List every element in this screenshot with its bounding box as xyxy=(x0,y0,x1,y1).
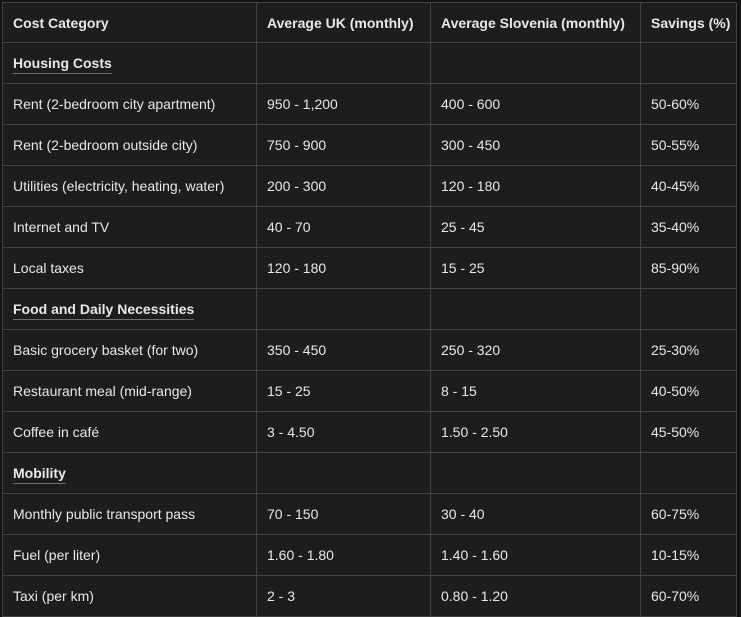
table-row: Fuel (per liter) 1.60 - 1.80 1.40 - 1.60 10… xyxy=(2,534,737,576)
section-label-cell: Food and Daily Necessities xyxy=(2,288,257,330)
table-row: Utilities (electricity, heating, water) 2… xyxy=(2,165,737,207)
category-cell: Rent (2-bedroom outside city) xyxy=(2,124,257,166)
column-header-savings: Savings (%) xyxy=(640,2,737,43)
savings-cell: 40-45% xyxy=(640,165,737,207)
savings-cell: 85-90% xyxy=(640,247,737,289)
uk-value-cell: 1.60 - 1.80 xyxy=(256,534,431,576)
slovenia-value-cell: 300 - 450 xyxy=(430,124,641,166)
table-header: Cost Category Average UK (monthly) Avera… xyxy=(2,2,737,43)
empty-cell xyxy=(256,42,431,84)
table-body: Housing Costs Rent (2-bedroom city apartm… xyxy=(2,42,737,617)
empty-cell xyxy=(430,42,641,84)
column-header-average-uk: Average UK (monthly) xyxy=(256,2,431,43)
section-label: Food and Daily Necessities xyxy=(13,301,195,317)
empty-cell xyxy=(256,288,431,330)
section-row: Housing Costs xyxy=(2,42,737,84)
uk-value-cell: 950 - 1,200 xyxy=(256,83,431,125)
table-row: Taxi (per km) 2 - 3 0.80 - 1.20 60-70% xyxy=(2,575,737,617)
empty-cell xyxy=(640,452,737,494)
empty-cell xyxy=(430,288,641,330)
slovenia-value-cell: 1.50 - 2.50 xyxy=(430,411,641,453)
category-cell: Fuel (per liter) xyxy=(2,534,257,576)
empty-cell xyxy=(640,42,737,84)
uk-value-cell: 200 - 300 xyxy=(256,165,431,207)
savings-cell: 50-60% xyxy=(640,83,737,125)
section-label: Housing Costs xyxy=(13,55,112,71)
savings-cell: 10-15% xyxy=(640,534,737,576)
slovenia-value-cell: 120 - 180 xyxy=(430,165,641,207)
savings-cell: 60-75% xyxy=(640,493,737,535)
section-label: Mobility xyxy=(13,465,66,481)
uk-value-cell: 750 - 900 xyxy=(256,124,431,166)
category-cell: Utilities (electricity, heating, water) xyxy=(2,165,257,207)
table-row: Basic grocery basket (for two) 350 - 450 2… xyxy=(2,329,737,371)
category-cell: Basic grocery basket (for two) xyxy=(2,329,257,371)
savings-cell: 45-50% xyxy=(640,411,737,453)
savings-cell: 50-55% xyxy=(640,124,737,166)
slovenia-value-cell: 400 - 600 xyxy=(430,83,641,125)
slovenia-value-cell: 1.40 - 1.60 xyxy=(430,534,641,576)
savings-cell: 60-70% xyxy=(640,575,737,617)
header-row: Cost Category Average UK (monthly) Avera… xyxy=(2,2,737,43)
section-label-cell: Mobility xyxy=(2,452,257,494)
column-header-cost-category: Cost Category xyxy=(2,2,257,43)
column-header-average-slovenia: Average Slovenia (monthly) xyxy=(430,2,641,43)
savings-cell: 40-50% xyxy=(640,370,737,412)
uk-value-cell: 15 - 25 xyxy=(256,370,431,412)
uk-value-cell: 40 - 70 xyxy=(256,206,431,248)
savings-cell: 35-40% xyxy=(640,206,737,248)
category-cell: Coffee in café xyxy=(2,411,257,453)
uk-value-cell: 350 - 450 xyxy=(256,329,431,371)
table-row: Internet and TV 40 - 70 25 - 45 35-40% xyxy=(2,206,737,248)
slovenia-value-cell: 15 - 25 xyxy=(430,247,641,289)
category-cell: Rent (2-bedroom city apartment) xyxy=(2,83,257,125)
table-row: Rent (2-bedroom outside city) 750 - 900 30… xyxy=(2,124,737,166)
uk-value-cell: 70 - 150 xyxy=(256,493,431,535)
savings-cell: 25-30% xyxy=(640,329,737,371)
category-cell: Local taxes xyxy=(2,247,257,289)
uk-value-cell: 120 - 180 xyxy=(256,247,431,289)
table-row: Local taxes 120 - 180 15 - 25 85-90% xyxy=(2,247,737,289)
section-row: Mobility xyxy=(2,452,737,494)
category-cell: Monthly public transport pass xyxy=(2,493,257,535)
empty-cell xyxy=(430,452,641,494)
empty-cell xyxy=(256,452,431,494)
table-row: Monthly public transport pass 70 - 150 30 … xyxy=(2,493,737,535)
uk-value-cell: 2 - 3 xyxy=(256,575,431,617)
slovenia-value-cell: 250 - 320 xyxy=(430,329,641,371)
uk-value-cell: 3 - 4.50 xyxy=(256,411,431,453)
category-cell: Internet and TV xyxy=(2,206,257,248)
category-cell: Restaurant meal (mid-range) xyxy=(2,370,257,412)
table-row: Restaurant meal (mid-range) 15 - 25 8 - 15… xyxy=(2,370,737,412)
slovenia-value-cell: 30 - 40 xyxy=(430,493,641,535)
slovenia-value-cell: 8 - 15 xyxy=(430,370,641,412)
slovenia-value-cell: 25 - 45 xyxy=(430,206,641,248)
table-row: Rent (2-bedroom city apartment) 950 - 1,2… xyxy=(2,83,737,125)
section-row: Food and Daily Necessities xyxy=(2,288,737,330)
empty-cell xyxy=(640,288,737,330)
table-row: Coffee in café 3 - 4.50 1.50 - 2.50 45-50% xyxy=(2,411,737,453)
slovenia-value-cell: 0.80 - 1.20 xyxy=(430,575,641,617)
category-cell: Taxi (per km) xyxy=(2,575,257,617)
section-label-cell: Housing Costs xyxy=(2,42,257,84)
